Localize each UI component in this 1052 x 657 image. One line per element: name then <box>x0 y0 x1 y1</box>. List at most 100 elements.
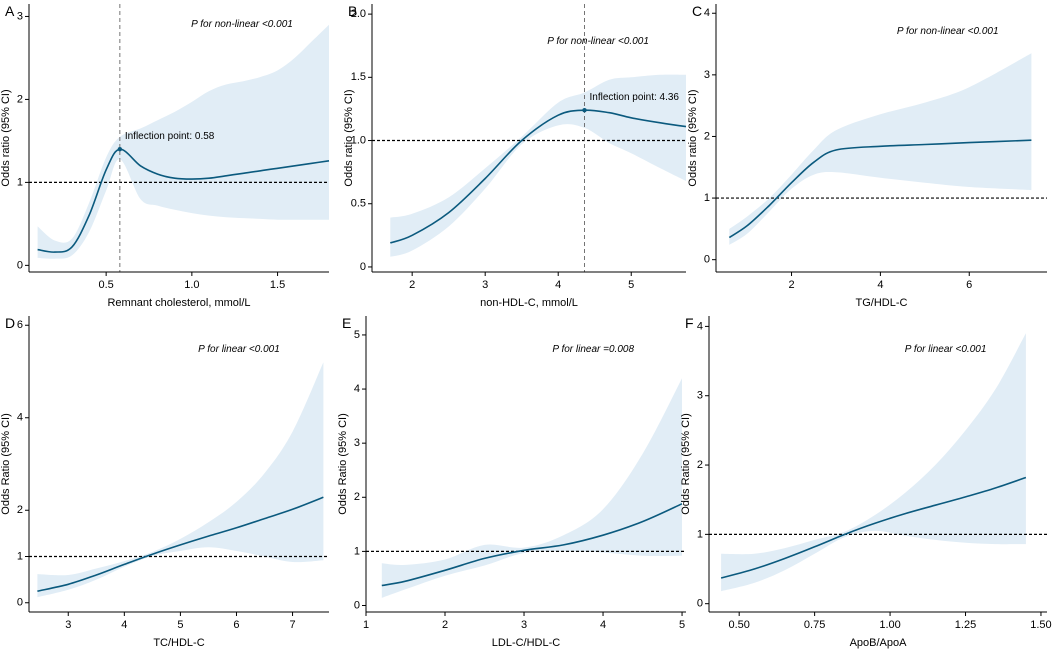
chart-d-p-value-note: P for linear <0.001 <box>198 344 280 355</box>
chart-c-x-tick-label: 4 <box>877 279 883 291</box>
chart-b-y-tick-label: 0 <box>360 261 366 273</box>
chart-f-y-tick-label: 0 <box>697 598 703 610</box>
chart-f-x-axis-title: ApoB/ApoA <box>850 637 908 649</box>
chart-e-y-tick-label: 0 <box>354 599 360 611</box>
chart-d-x-axis-title: TC/HDL-C <box>153 637 204 649</box>
chart-d-panel-letter: D <box>5 315 15 331</box>
chart-e-x-tick-label: 3 <box>521 619 527 631</box>
chart-b-y-tick-label: 1.0 <box>351 134 366 146</box>
chart-panel-d: 3 4 5 6 7 0 1 2 4 6 TC/HDL-C Odds Ratio (95% CI) D P … <box>0 315 329 649</box>
chart-d-y-tick-label: 0 <box>17 597 23 609</box>
chart-a-ci-band <box>37 24 329 259</box>
chart-panel-a: Inflection point: 0.58 0.5 1.0 1.5 0 1 2 3 Remna… <box>0 3 330 309</box>
chart-e-p-value-note: P for linear =0.008 <box>552 344 634 355</box>
chart-b-y-tick-label: 1.5 <box>351 71 366 83</box>
chart-d-x-tick-label: 6 <box>233 619 239 631</box>
chart-a-x-tick-label: 1.0 <box>184 279 199 291</box>
chart-a-spline-line <box>37 148 330 253</box>
chart-c-x-axis-title: TG/HDL-C <box>856 297 908 309</box>
chart-e-y-tick-label: 3 <box>354 437 360 449</box>
chart-d-y-tick-label: 1 <box>17 550 23 562</box>
chart-a-y-tick-label: 1 <box>17 176 23 188</box>
chart-e-x-axis-title: LDL-C/HDL-C <box>492 637 561 649</box>
chart-e-spline-line <box>381 503 683 587</box>
chart-f-y-tick-label: 4 <box>697 320 703 332</box>
chart-f-x-tick-label: 1.50 <box>1030 619 1051 631</box>
chart-e-ci-band <box>381 378 682 598</box>
chart-c-y-axis-title: Odds ratio (95% CI) <box>687 89 699 186</box>
chart-a-x-axis-title: Remnant cholesterol, mmol/L <box>107 297 250 309</box>
chart-a-y-tick-label: 3 <box>17 10 23 22</box>
chart-a-inflection-label: Inflection point: 0.58 <box>125 131 215 142</box>
chart-d-ci-band <box>37 362 324 598</box>
chart-e-x-tick-label: 4 <box>600 619 606 631</box>
chart-d-y-tick-label: 2 <box>17 504 23 516</box>
chart-f-y-tick-label: 2 <box>697 459 703 471</box>
chart-b-y-tick-label: 2.0 <box>351 8 366 20</box>
chart-b-x-tick-label: 4 <box>555 279 561 291</box>
chart-f-ci-band <box>721 333 1026 592</box>
chart-a-p-value-note: P for non-linear <0.001 <box>191 19 293 30</box>
chart-c-y-tick-label: 2 <box>704 130 710 142</box>
chart-e-x-tick-label: 2 <box>442 619 448 631</box>
chart-d-spline-line <box>37 496 324 592</box>
chart-b-inflection-label: Inflection point: 4.36 <box>589 92 679 103</box>
chart-b-spline-line <box>390 109 687 244</box>
chart-f-spline-line <box>720 476 1027 579</box>
chart-a-inflection-point <box>117 147 123 152</box>
chart-a-panel-letter: A <box>5 3 15 19</box>
chart-d-x-tick-label: 4 <box>121 619 127 631</box>
chart-c-y-tick-label: 3 <box>704 69 710 81</box>
chart-c-y-tick-label: 0 <box>704 254 710 266</box>
chart-d-x-tick-label: 5 <box>177 619 183 631</box>
chart-e-y-tick-label: 2 <box>354 491 360 503</box>
chart-f-y-axis-title: Odds Ratio (95% CI) <box>680 413 692 514</box>
chart-c-x-tick-label: 6 <box>966 279 972 291</box>
chart-a-x-tick-label: 1.5 <box>270 279 285 291</box>
chart-b-inflection-point <box>582 107 587 113</box>
chart-b-panel-letter: B <box>348 3 357 19</box>
chart-d-y-axis-title: Odds Ratio (95% CI) <box>0 413 12 514</box>
chart-c-y-tick-label: 4 <box>704 7 710 19</box>
chart-f-x-tick-label: 1.00 <box>879 619 900 631</box>
chart-e-y-tick-label: 5 <box>354 329 360 341</box>
chart-f-x-tick-label: 0.50 <box>728 619 749 631</box>
chart-a-y-tick-label: 2 <box>17 93 23 105</box>
chart-b-y-tick-label: 0.5 <box>351 198 366 210</box>
chart-c-x-tick-label: 2 <box>788 279 794 291</box>
chart-d-y-tick-label: 6 <box>17 319 23 331</box>
chart-a-x-tick-label: 0.5 <box>98 279 113 291</box>
chart-c-y-tick-label: 1 <box>704 192 710 204</box>
chart-c-spline-line <box>728 139 1032 239</box>
chart-e-y-axis-title: Odds Ratio (95% CI) <box>337 413 349 514</box>
chart-c-panel-letter: C <box>692 3 702 19</box>
chart-b-x-axis-title: non-HDL-C, mmol/L <box>480 297 578 309</box>
chart-d-x-tick-label: 3 <box>65 619 71 631</box>
chart-d-x-tick-label: 7 <box>289 619 295 631</box>
chart-b-ci-band <box>390 74 686 257</box>
chart-panel-b: Inflection point: 4.36 2 3 4 5 0 0.5 1.0 1.5 2.0 n… <box>343 3 687 309</box>
chart-e-x-tick-label: 5 <box>679 619 685 631</box>
chart-e-x-tick-label: 1 <box>363 619 369 631</box>
chart-b-x-tick-label: 2 <box>409 279 415 291</box>
chart-f-panel-letter: F <box>685 315 694 331</box>
chart-b-x-tick-label: 3 <box>482 279 488 291</box>
chart-c-p-value-note: P for non-linear <0.001 <box>897 26 999 37</box>
chart-panel-c: 2 4 6 0 1 2 3 4 TG/HDL-C Odds ratio (95% CI) C P fo… <box>687 3 1047 309</box>
chart-b-x-tick-label: 5 <box>628 279 634 291</box>
chart-a-y-tick-label: 0 <box>17 259 23 271</box>
chart-d-y-tick-label: 4 <box>17 412 23 424</box>
chart-f-p-value-note: P for linear <0.001 <box>905 344 987 355</box>
chart-f-y-tick-label: 3 <box>697 390 703 402</box>
chart-f-x-tick-label: 1.25 <box>955 619 976 631</box>
chart-f-x-tick-label: 0.75 <box>804 619 825 631</box>
chart-panel-f: 0.50 0.75 1.00 1.25 1.50 0 1 2 3 4 ApoB/ApoA Odds R… <box>680 315 1052 649</box>
chart-a-y-axis-title: Odds ratio (95% CI) <box>0 89 12 186</box>
chart-e-y-tick-label: 1 <box>354 545 360 557</box>
chart-b-y-axis-title: Odds ratio (95% CI) <box>343 89 355 186</box>
chart-f-y-tick-label: 1 <box>697 528 703 540</box>
chart-e-panel-letter: E <box>342 315 351 331</box>
chart-b-p-value-note: P for non-linear <0.001 <box>547 36 649 47</box>
